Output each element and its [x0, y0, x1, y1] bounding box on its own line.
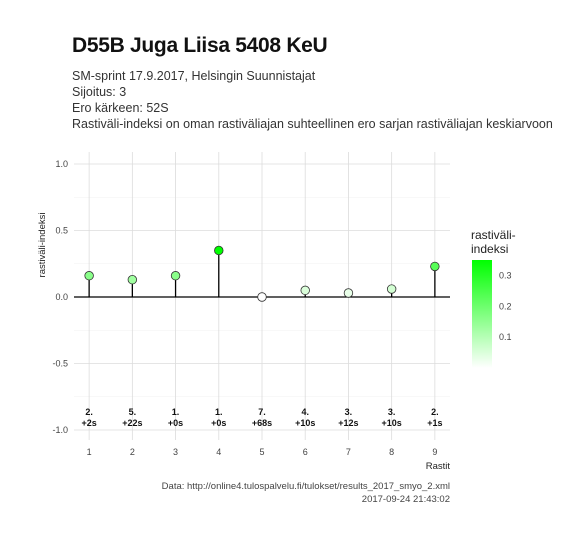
x-axis-title: Rastit — [426, 461, 451, 472]
timestamp-caption: 2017-09-24 21:43:02 — [361, 494, 450, 505]
rank-label: 1. — [172, 407, 180, 417]
data-point — [257, 292, 267, 302]
diff-label: +0s — [211, 418, 226, 428]
data-point — [214, 245, 224, 256]
diff-label: +10s — [382, 418, 402, 428]
rank-label: 2. — [85, 407, 93, 417]
y-tick-label: 1.0 — [55, 159, 68, 169]
legend-title-line-1: rastiväli- — [471, 228, 516, 242]
y-axis-title: rastiväli-indeksi — [37, 213, 48, 278]
data-point — [386, 284, 397, 294]
x-tick-label: 4 — [216, 447, 221, 457]
rank-label: 5. — [129, 407, 137, 417]
legend-tick-label: 0.3 — [499, 270, 512, 280]
y-tick-label: 0.5 — [55, 226, 68, 236]
data-point — [430, 261, 440, 272]
data-point — [84, 271, 94, 281]
rank-label: 1. — [215, 407, 223, 417]
x-tick-label: 9 — [432, 447, 437, 457]
data-point — [343, 288, 354, 298]
rank-label: 3. — [345, 407, 353, 417]
x-tick-label: 1 — [87, 447, 92, 457]
x-tick-label: 3 — [173, 447, 178, 457]
x-tick-label: 2 — [130, 447, 135, 457]
legend-title-line-2: indeksi — [471, 242, 508, 256]
y-tick-label: 0.0 — [55, 292, 68, 302]
x-tick-label: 8 — [389, 447, 394, 457]
data-point — [300, 285, 310, 296]
diff-label: +22s — [122, 418, 142, 428]
legend-tick-label: 0.1 — [499, 332, 512, 342]
diff-label: +10s — [295, 418, 315, 428]
subtitle-line-2: Sijoitus: 3 — [72, 85, 127, 99]
subtitle-line-3: Ero kärkeen: 52S — [72, 101, 169, 115]
legend-tick-label: 0.2 — [499, 301, 512, 311]
y-tick-label: -1.0 — [52, 425, 68, 435]
x-tick-label: 5 — [259, 447, 264, 457]
chart-title: D55B Juga Liisa 5408 KeU — [72, 34, 328, 57]
data-source-caption: Data: http://online4.tulospalvelu.fi/tul… — [161, 481, 450, 492]
diff-label: +12s — [338, 418, 358, 428]
data-point — [170, 271, 181, 281]
legend-colorbar — [472, 260, 492, 368]
diff-label: +68s — [252, 418, 272, 428]
diff-label: +2s — [81, 418, 96, 428]
y-tick-label: -0.5 — [52, 359, 68, 369]
diff-label: +0s — [168, 418, 183, 428]
rank-label: 2. — [431, 407, 439, 417]
rank-label: 3. — [388, 407, 396, 417]
rank-label: 7. — [258, 407, 266, 417]
subtitle-line-1: SM-sprint 17.9.2017, Helsingin Suunnista… — [72, 69, 316, 83]
data-point — [127, 275, 138, 285]
rank-label: 4. — [301, 407, 309, 417]
diff-label: +1s — [427, 418, 442, 428]
x-tick-label: 7 — [346, 447, 351, 457]
x-tick-label: 6 — [303, 447, 308, 457]
subtitle-line-4: Rastiväli-indeksi on oman rastiväliajan … — [72, 117, 553, 131]
